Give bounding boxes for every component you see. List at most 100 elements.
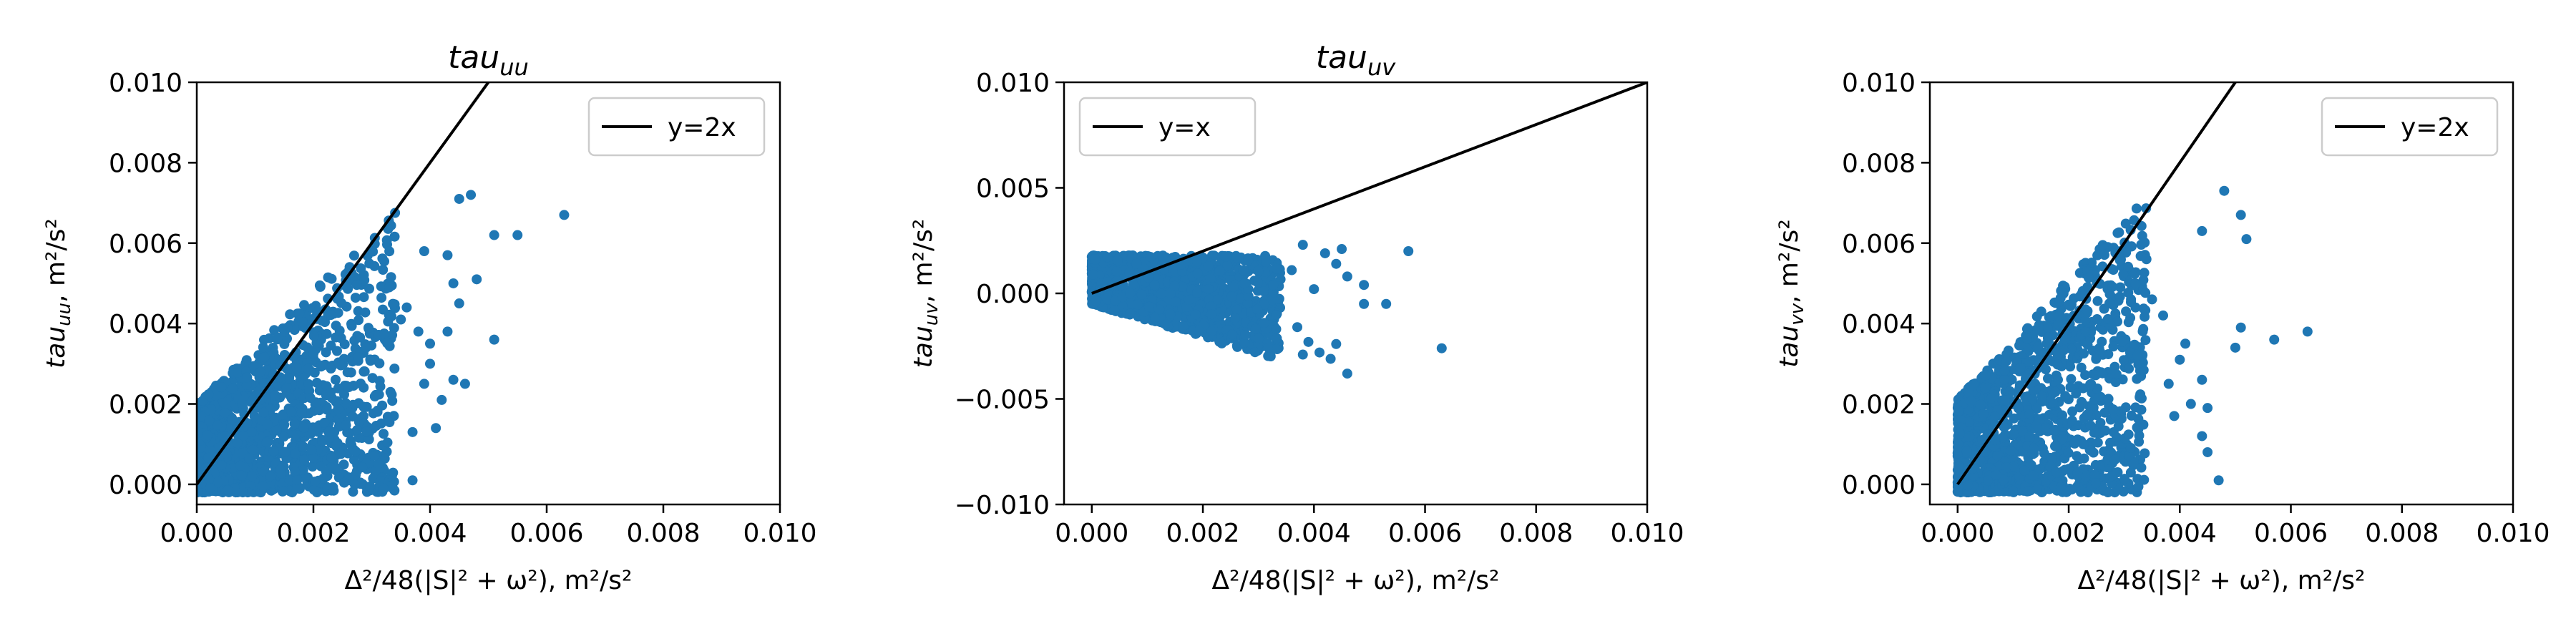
data-point <box>357 462 368 473</box>
data-point <box>2008 485 2018 496</box>
data-point <box>1165 308 1176 319</box>
legend-box <box>2321 97 2499 157</box>
data-point <box>292 475 303 485</box>
data-point <box>290 448 301 459</box>
data-point <box>2235 322 2246 333</box>
data-point <box>268 446 279 457</box>
data-point <box>2138 303 2149 314</box>
data-point <box>2053 374 2063 385</box>
data-point <box>331 462 341 473</box>
data-point <box>1156 288 1166 299</box>
data-point <box>2050 441 2060 452</box>
data-point <box>1205 273 1216 284</box>
data-point <box>197 442 207 453</box>
data-point <box>2089 469 2100 480</box>
data-point <box>216 460 227 470</box>
data-point <box>1272 263 1282 274</box>
data-point <box>2029 444 2039 454</box>
y-tick-label: 0.004 <box>1842 310 1916 339</box>
data-point <box>472 274 482 285</box>
data-point <box>1158 250 1169 261</box>
data-point <box>310 477 321 487</box>
data-point <box>425 338 435 349</box>
data-point <box>223 485 233 495</box>
data-point <box>1154 304 1165 315</box>
data-point <box>489 334 499 345</box>
data-point <box>246 427 257 437</box>
data-point <box>2031 421 2041 431</box>
data-point <box>389 364 400 374</box>
data-point <box>284 475 295 486</box>
x-tick-label: 0.004 <box>1277 519 1351 548</box>
data-point <box>2230 342 2240 353</box>
data-point <box>2123 288 2134 298</box>
data-point <box>2009 429 2019 439</box>
data-point <box>1337 244 1347 255</box>
data-point <box>241 379 252 390</box>
data-point <box>2138 365 2149 376</box>
data-point <box>341 420 351 431</box>
data-point <box>1259 318 1269 328</box>
data-point <box>373 459 384 469</box>
data-point <box>2202 447 2213 457</box>
data-point <box>377 253 388 264</box>
data-point <box>326 273 337 284</box>
data-point <box>258 342 268 353</box>
data-point <box>1953 439 1963 449</box>
data-point <box>1267 295 1277 306</box>
legend: y=2x <box>587 97 766 157</box>
data-point <box>2089 427 2099 438</box>
data-point <box>2103 394 2114 404</box>
data-point <box>1192 256 1202 267</box>
data-point <box>262 419 273 430</box>
data-point <box>363 323 374 333</box>
data-point <box>308 452 318 463</box>
data-point <box>336 298 347 308</box>
data-point <box>2113 421 2124 431</box>
data-point <box>2059 334 2070 345</box>
data-point <box>213 477 223 487</box>
data-point <box>1226 291 1237 302</box>
data-point <box>413 326 424 337</box>
data-point <box>2000 395 2011 406</box>
data-point <box>388 298 399 309</box>
data-point <box>2094 460 2105 470</box>
data-point <box>2036 306 2046 317</box>
data-point <box>369 473 379 484</box>
data-point <box>2006 446 2016 457</box>
data-point <box>1325 353 1336 364</box>
data-point <box>1171 296 1181 307</box>
data-point <box>1221 251 1231 262</box>
data-point <box>2133 414 2144 424</box>
data-point <box>2103 349 2114 359</box>
data-point <box>305 393 316 404</box>
data-point <box>374 358 385 369</box>
data-point <box>2022 333 2032 344</box>
data-point <box>1989 411 2000 422</box>
data-point <box>2235 210 2246 220</box>
data-point <box>1978 409 1989 419</box>
data-point <box>2241 234 2252 245</box>
data-point <box>1966 396 1976 406</box>
x-axis-label: Δ²/48(|S|² + ω²), m²/s² <box>2078 566 2366 595</box>
data-point <box>1292 322 1302 333</box>
data-point <box>308 331 319 341</box>
data-point <box>361 426 372 436</box>
data-point <box>259 352 270 363</box>
data-point <box>360 307 371 318</box>
data-point <box>336 333 346 343</box>
data-point <box>2119 355 2129 366</box>
data-point <box>396 314 406 325</box>
data-point <box>1977 434 1987 445</box>
data-point <box>2092 314 2102 324</box>
data-point <box>1109 305 1120 316</box>
data-point <box>1231 253 1241 263</box>
data-point <box>1146 252 1156 263</box>
data-point <box>2129 268 2140 279</box>
data-point <box>351 280 362 291</box>
data-point <box>1091 296 1101 306</box>
x-tick-label: 0.002 <box>276 519 350 548</box>
data-point <box>2123 317 2134 328</box>
data-point <box>2055 482 2066 492</box>
data-point <box>1980 370 1991 381</box>
